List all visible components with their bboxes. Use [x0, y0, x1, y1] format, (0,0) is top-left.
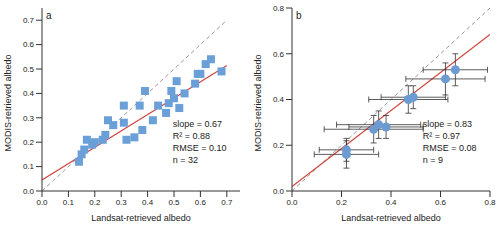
- html-text:a: a: [46, 10, 52, 21]
- svg-text:0.5: 0.5: [23, 65, 35, 74]
- html-text:n = 9: n = 9: [422, 154, 443, 165]
- svg-text:0.3: 0.3: [23, 114, 35, 123]
- svg-text:0.6: 0.6: [273, 50, 285, 59]
- html-text:RMSE = 0.10: RMSE = 0.10: [172, 142, 227, 153]
- svg-text:0.2: 0.2: [336, 198, 348, 207]
- html-text:n = 32: n = 32: [172, 154, 198, 165]
- svg-text:0.0: 0.0: [36, 198, 48, 207]
- svg-text:Landsat-retrieved albedo: Landsat-retrieved albedo: [91, 213, 191, 223]
- html-text:R² = 0.97: R² = 0.97: [422, 130, 460, 141]
- svg-text:0.5: 0.5: [168, 198, 180, 207]
- svg-text:0.2: 0.2: [23, 138, 35, 147]
- svg-text:0.8: 0.8: [484, 198, 492, 207]
- html-text:slope = 0.67: slope = 0.67: [172, 118, 222, 129]
- svg-text:MODIS-retrieved albedo: MODIS-retrieved albedo: [8, 54, 13, 151]
- svg-text:0.7: 0.7: [23, 16, 35, 25]
- svg-text:0.0: 0.0: [23, 187, 35, 196]
- svg-text:0.6: 0.6: [23, 40, 35, 49]
- html-text:slope = 0.83: slope = 0.83: [422, 118, 472, 129]
- svg-text:0.4: 0.4: [385, 198, 397, 207]
- svg-text:0.3: 0.3: [116, 198, 128, 207]
- html-text:b: b: [296, 10, 302, 21]
- svg-text:0.2: 0.2: [273, 141, 285, 150]
- svg-text:0.1: 0.1: [23, 162, 35, 171]
- html-text:R² = 0.88: R² = 0.88: [172, 130, 210, 141]
- svg-text:0.0: 0.0: [286, 198, 298, 207]
- svg-text:0.2: 0.2: [89, 198, 101, 207]
- svg-text:MODIS-retrieved albedo: MODIS-retrieved albedo: [253, 54, 263, 151]
- svg-text:0.8: 0.8: [273, 4, 285, 13]
- svg-text:0.7: 0.7: [221, 198, 233, 207]
- svg-text:0.4: 0.4: [142, 198, 154, 207]
- svg-text:0.6: 0.6: [195, 198, 207, 207]
- svg-text:0.0: 0.0: [273, 187, 285, 196]
- svg-text:0.1: 0.1: [63, 198, 75, 207]
- svg-text:0.6: 0.6: [435, 198, 447, 207]
- svg-text:0.4: 0.4: [23, 89, 35, 98]
- svg-text:0.4: 0.4: [273, 95, 285, 104]
- html-text:RMSE = 0.08: RMSE = 0.08: [422, 142, 477, 153]
- svg-text:Landsat-retrieved albedo: Landsat-retrieved albedo: [341, 213, 441, 223]
